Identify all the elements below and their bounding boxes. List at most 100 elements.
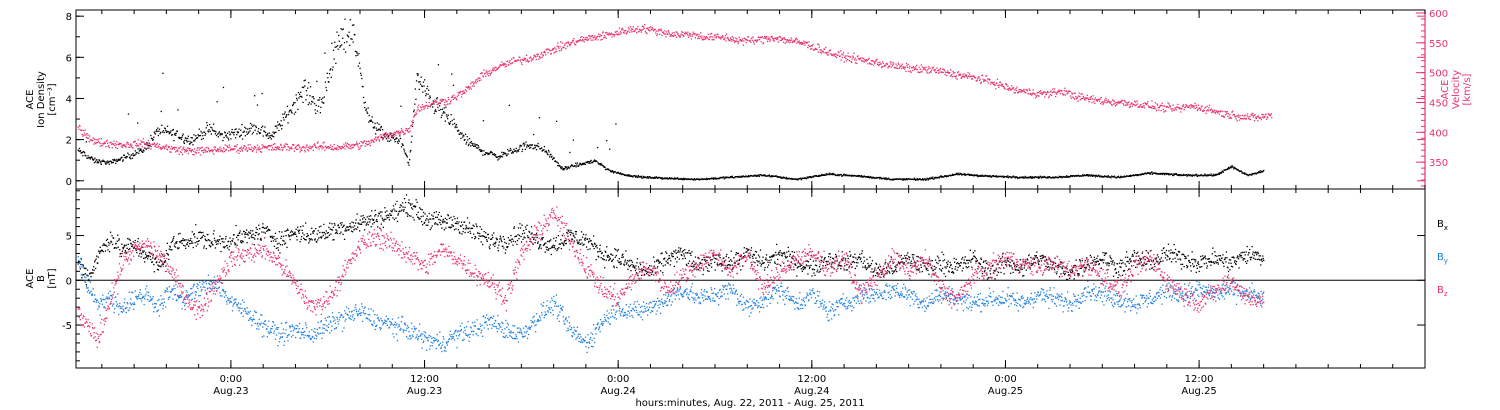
- data-point: [194, 148, 196, 150]
- data-point: [1056, 91, 1058, 93]
- data-point: [295, 228, 297, 230]
- data-point: [794, 41, 796, 43]
- data-point: [1239, 115, 1241, 117]
- data-point: [857, 175, 859, 178]
- data-point: [273, 143, 275, 146]
- data-point: [275, 247, 278, 249]
- data-point: [1219, 171, 1222, 174]
- data-point: [1226, 112, 1228, 115]
- data-point: [298, 230, 300, 233]
- data-point: [838, 175, 840, 177]
- data-point: [532, 133, 535, 136]
- data-point: [134, 140, 136, 143]
- data-point: [640, 176, 642, 178]
- data-point: [322, 146, 324, 148]
- data-point: [451, 96, 453, 99]
- data-point: [1169, 105, 1171, 107]
- data-point: [106, 245, 108, 248]
- data-point: [541, 51, 543, 54]
- data-point: [198, 128, 200, 130]
- data-point: [1242, 118, 1245, 120]
- data-point: [192, 144, 194, 146]
- data-point: [838, 52, 840, 54]
- data-point: [129, 144, 131, 146]
- data-point: [137, 240, 139, 243]
- data-point: [228, 245, 231, 248]
- data-point: [1093, 101, 1095, 103]
- data-point: [108, 163, 110, 165]
- data-point: [504, 63, 506, 65]
- data-point: [690, 33, 692, 35]
- data-point: [497, 67, 499, 69]
- data-point: [106, 162, 108, 164]
- data-point: [922, 69, 924, 71]
- data-point: [856, 62, 858, 65]
- data-point: [167, 145, 169, 148]
- data-point: [493, 154, 495, 156]
- data-point: [107, 160, 109, 162]
- data-point: [367, 107, 369, 109]
- data-point: [279, 148, 281, 151]
- data-point: [1029, 93, 1031, 95]
- left-tick-label: 6: [66, 53, 72, 64]
- data-point: [619, 31, 622, 33]
- data-point: [1246, 113, 1249, 115]
- data-point: [410, 149, 412, 152]
- data-point: [1200, 106, 1203, 108]
- data-point: [146, 142, 148, 144]
- data-point: [749, 39, 751, 41]
- data-point: [277, 124, 279, 126]
- data-point: [494, 70, 497, 72]
- data-point: [1195, 173, 1197, 175]
- data-point: [153, 136, 155, 138]
- data-point: [1217, 112, 1219, 114]
- data-point: [98, 138, 100, 140]
- data-point: [905, 178, 908, 180]
- data-point: [365, 109, 367, 111]
- data-point: [535, 56, 537, 58]
- data-point: [822, 50, 824, 52]
- data-point: [156, 261, 158, 263]
- data-point: [247, 128, 249, 130]
- data-point: [317, 239, 319, 241]
- data-point: [648, 177, 650, 179]
- data-point: [602, 32, 604, 34]
- data-point: [87, 155, 89, 157]
- data-point: [1044, 96, 1046, 98]
- data-point: [460, 90, 462, 92]
- data-point: [466, 86, 468, 88]
- data-point: [593, 37, 595, 39]
- data-point: [439, 102, 441, 104]
- data-point: [115, 160, 117, 162]
- data-point: [367, 140, 369, 142]
- data-point: [196, 241, 198, 243]
- data-point: [426, 104, 428, 107]
- data-point: [799, 177, 801, 179]
- data-point: [1005, 83, 1007, 85]
- data-point: [555, 120, 558, 122]
- data-point: [254, 129, 256, 131]
- data-point: [153, 271, 155, 273]
- data-point: [730, 37, 732, 39]
- data-point: [478, 146, 480, 148]
- data-point: [1015, 176, 1017, 178]
- data-point: [649, 30, 651, 32]
- data-point: [796, 39, 799, 41]
- data-point: [275, 146, 278, 148]
- data-point: [134, 239, 136, 242]
- data-point: [270, 236, 272, 238]
- data-point: [274, 131, 276, 133]
- data-point: [1057, 91, 1060, 93]
- data-point: [384, 136, 386, 138]
- data-point: [123, 154, 125, 156]
- data-point: [579, 39, 581, 41]
- data-point: [332, 66, 334, 68]
- data-point: [1163, 172, 1165, 174]
- data-point: [110, 160, 112, 163]
- data-point: [1119, 100, 1121, 103]
- data-point: [623, 30, 625, 32]
- data-point: [973, 75, 975, 77]
- data-point: [655, 30, 657, 32]
- data-point: [279, 244, 282, 246]
- data-point: [345, 142, 347, 144]
